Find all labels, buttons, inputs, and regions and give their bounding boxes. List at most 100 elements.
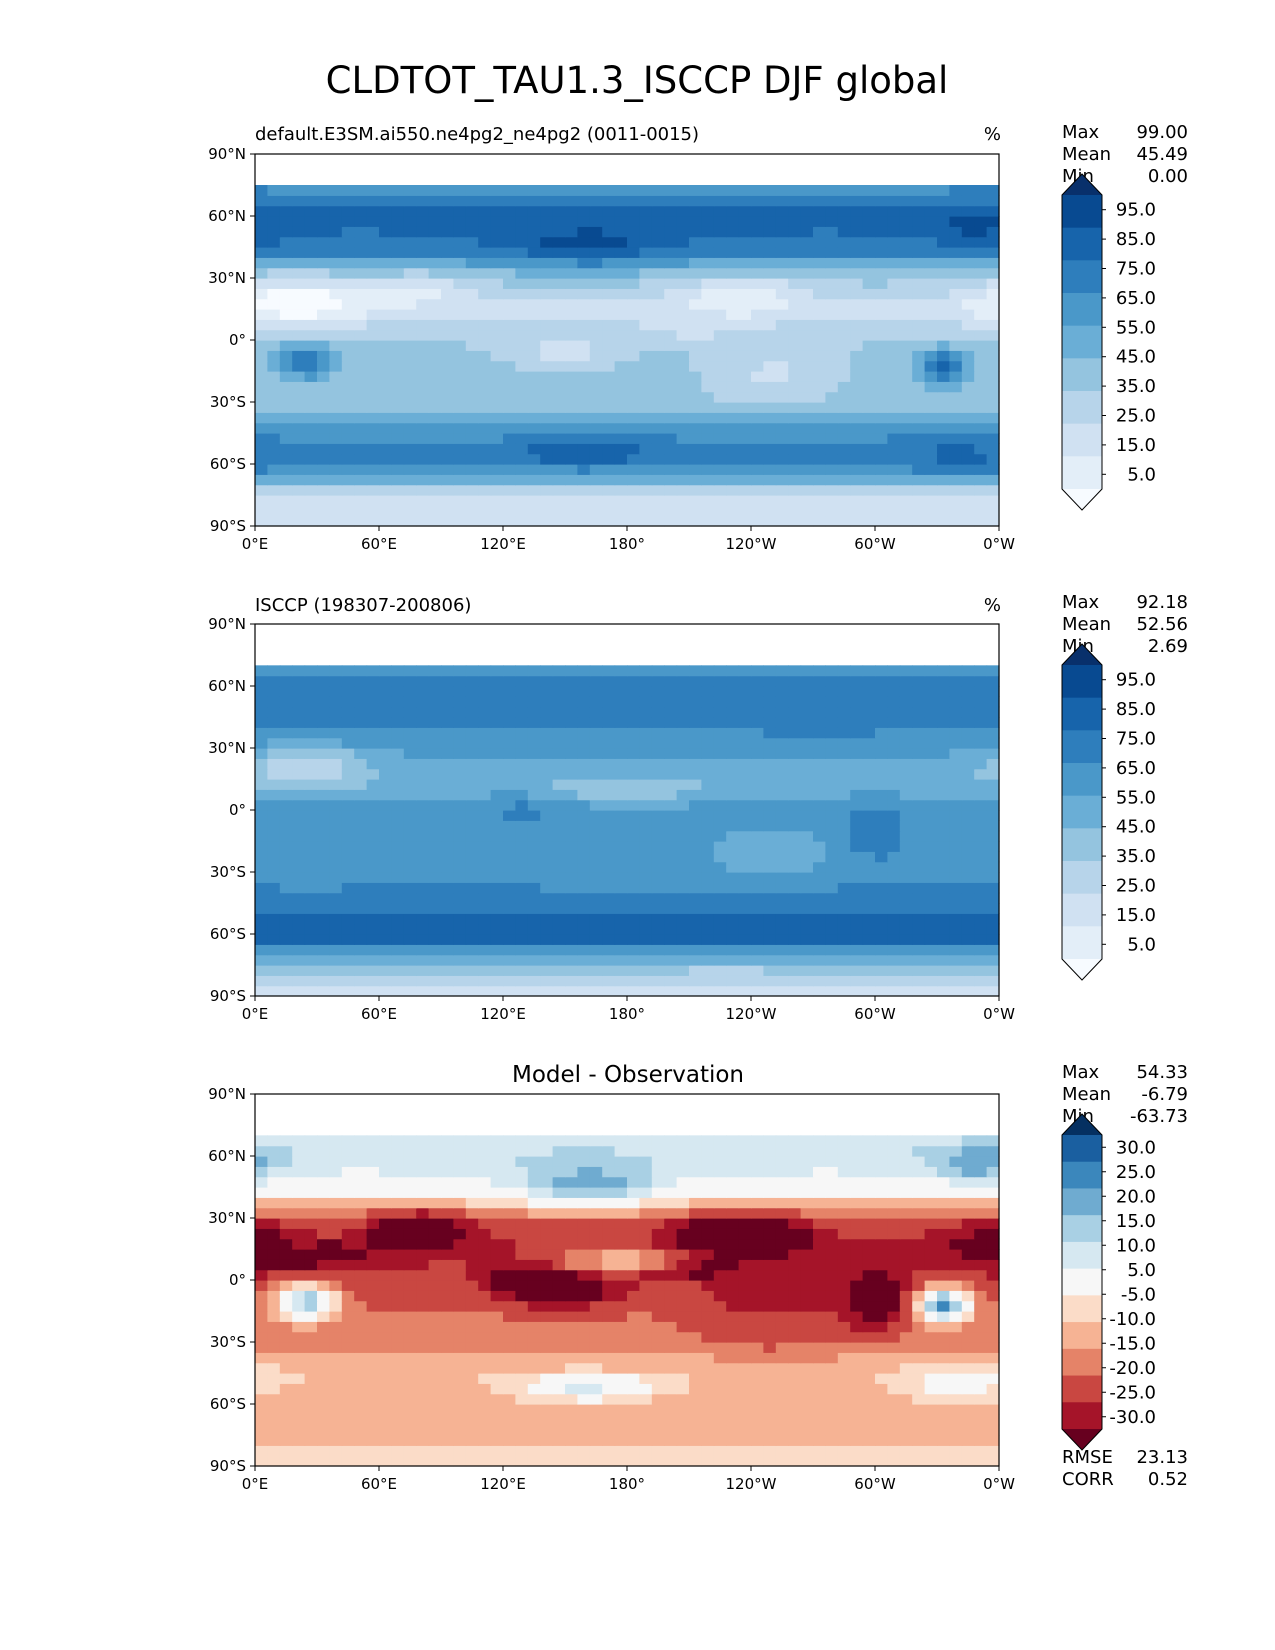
map-cell <box>701 696 715 708</box>
map-cell <box>552 319 566 331</box>
map-cell <box>825 872 839 883</box>
map-cell <box>416 841 430 852</box>
map-cell <box>676 505 690 517</box>
map-cell <box>751 412 764 424</box>
map-cell <box>441 226 454 238</box>
map-cell <box>354 882 368 894</box>
map-cell <box>713 841 727 852</box>
map-cell <box>949 820 963 832</box>
map-cell <box>465 779 479 790</box>
map-cell <box>602 422 616 434</box>
map-cell <box>416 443 430 455</box>
map-cell <box>825 402 839 413</box>
colorbar-tick-label: 35.0 <box>1116 846 1156 867</box>
map-cell <box>354 195 368 207</box>
map-cell <box>478 257 492 269</box>
map-cell <box>676 975 690 987</box>
map-cell <box>403 872 417 883</box>
map-cell <box>527 422 541 434</box>
map-cell <box>850 257 864 269</box>
map-cell <box>825 205 839 217</box>
map-cell <box>279 391 293 403</box>
map-cell <box>813 1414 826 1426</box>
map-cell <box>949 758 963 770</box>
map-cell <box>354 340 368 351</box>
map-cell <box>255 515 268 527</box>
map-cell <box>465 474 479 486</box>
map-cell <box>490 892 504 904</box>
map-cell <box>862 1362 876 1374</box>
map-cell <box>726 226 740 238</box>
map-cell <box>664 903 678 914</box>
map-cell <box>602 686 616 697</box>
map-cell <box>589 799 603 811</box>
map-cell <box>490 975 504 987</box>
map-cell <box>391 1404 405 1415</box>
map-cell <box>565 830 578 842</box>
colorbar-tick-label: 65.0 <box>1116 758 1156 779</box>
map-cell <box>428 195 442 207</box>
map-cell <box>974 1404 988 1415</box>
map-cell <box>527 727 541 739</box>
map-cell <box>589 505 603 517</box>
map-cell <box>676 1383 690 1395</box>
map-cell <box>651 205 665 217</box>
map-cell <box>490 267 504 279</box>
map-cell <box>341 433 355 444</box>
map-cell <box>577 278 591 289</box>
map-cell <box>267 789 281 801</box>
map-cell <box>949 515 963 527</box>
map-cell <box>540 665 554 677</box>
map-cell <box>527 706 541 718</box>
map-cell <box>912 226 926 238</box>
map-cell <box>354 412 368 424</box>
map-cell <box>515 779 529 790</box>
map-cell <box>478 505 492 517</box>
map-cell <box>850 267 864 279</box>
stat-value: 92.18 <box>1136 592 1188 613</box>
map-cell <box>639 737 653 749</box>
map-cell <box>441 810 454 821</box>
map-cell <box>329 247 343 258</box>
map-cell <box>664 1331 678 1343</box>
map-cell <box>441 985 454 997</box>
map-cell <box>490 882 504 894</box>
map-cell <box>738 799 752 811</box>
map-cell <box>317 360 330 372</box>
map-cell <box>676 965 690 976</box>
map-cell <box>540 412 554 424</box>
map-cell <box>837 1373 851 1384</box>
map-cell <box>267 934 281 945</box>
map-cell <box>763 257 777 269</box>
map-cell <box>577 1445 591 1457</box>
map-cell <box>279 923 293 935</box>
map-cell <box>503 319 516 331</box>
map-cell <box>416 381 430 393</box>
map-cell <box>899 975 913 987</box>
map-cell <box>441 892 454 904</box>
map-cell <box>639 748 653 759</box>
map-cell <box>490 257 504 269</box>
map-cell <box>577 1352 591 1364</box>
map-cell <box>689 350 702 362</box>
map-cell <box>428 830 442 842</box>
map-cell <box>329 1352 343 1364</box>
map-cell <box>490 422 504 434</box>
map-cell <box>751 319 764 331</box>
map-cell <box>986 319 1000 331</box>
map-cell <box>713 1342 727 1353</box>
map-cell <box>837 195 851 207</box>
map-cell <box>763 1435 777 1446</box>
map-cell <box>651 830 665 842</box>
map-cell <box>329 453 343 465</box>
map-cell <box>651 892 665 904</box>
map-cell <box>899 195 913 207</box>
map-cell <box>875 851 888 863</box>
map-cell <box>676 495 690 506</box>
map-cell <box>614 1331 628 1343</box>
map-cell <box>577 236 591 248</box>
map-cell <box>540 820 554 832</box>
map-cell <box>676 309 690 320</box>
map-cell <box>329 1393 343 1405</box>
map-cell <box>887 1414 901 1426</box>
